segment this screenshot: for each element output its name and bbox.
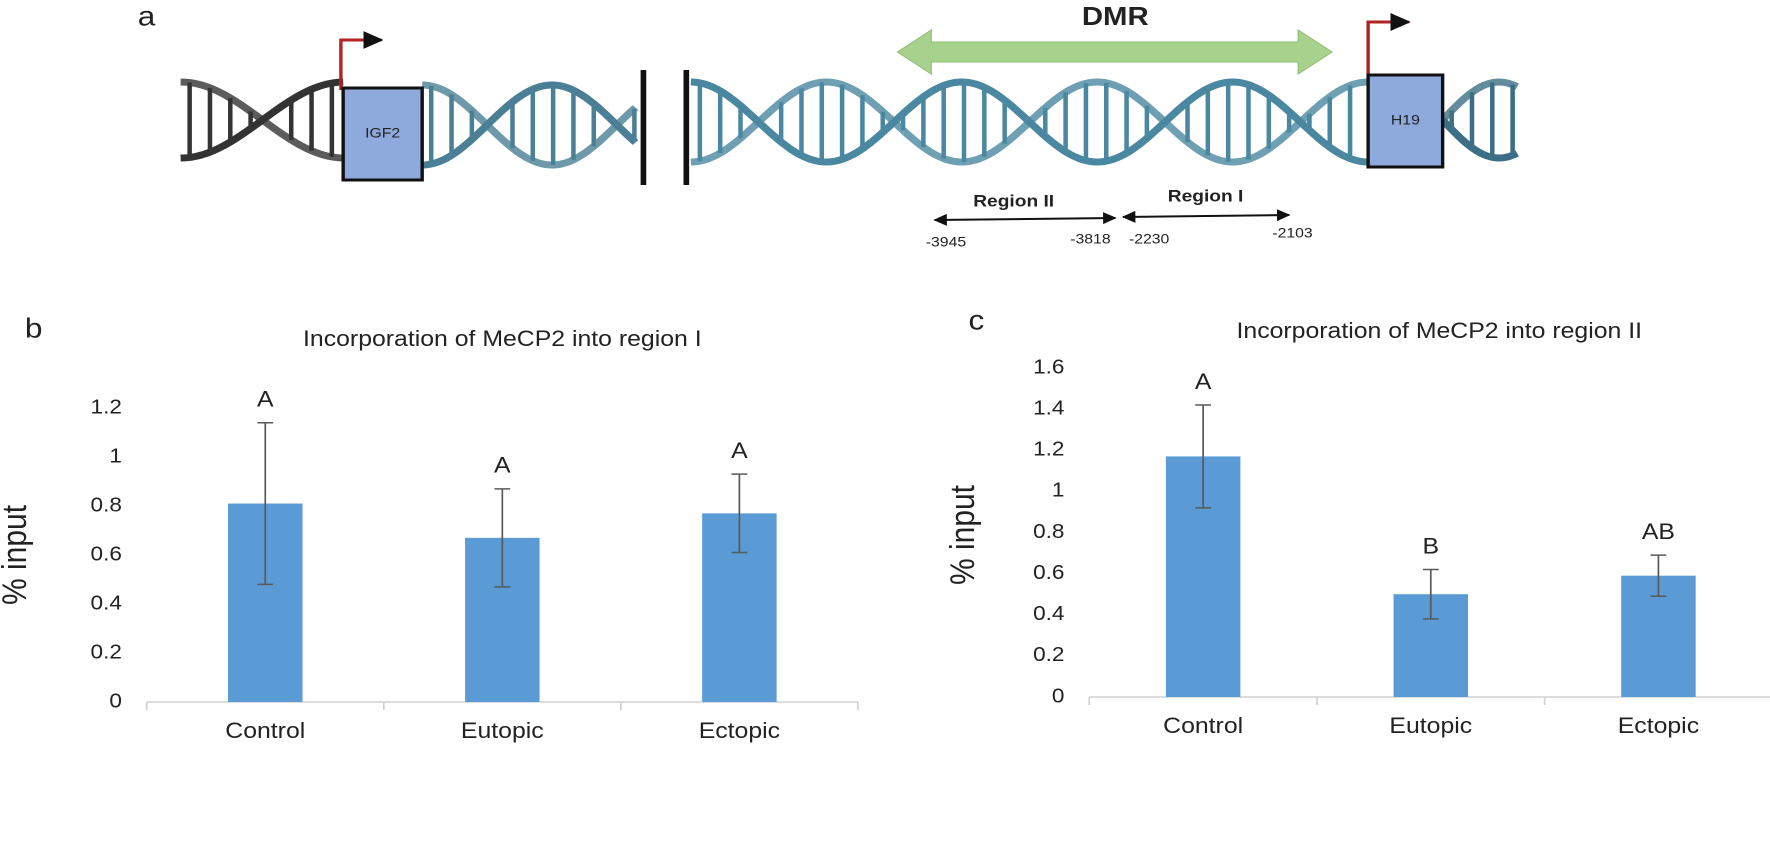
gene-label: H19 [1391, 113, 1420, 129]
gene-box [341, 86, 424, 182]
y-axis-label: % input [943, 485, 981, 585]
y-axis-label: % input [0, 505, 33, 605]
dna-diagram [180, 78, 1519, 169]
annotation: A [1195, 369, 1212, 393]
y-tick-label: 0.2 [91, 640, 122, 663]
y-tick-label: 1.2 [1033, 438, 1064, 461]
annotation: B [1423, 534, 1440, 558]
dna-strand [690, 78, 1369, 166]
panel-label: a [138, 1, 156, 32]
region-label: Region I [1168, 186, 1244, 205]
dna-strand [1439, 78, 1519, 123]
tss-arrow [1366, 13, 1411, 78]
chart-title: Incorporation of MeCP2 into region II [1237, 318, 1642, 342]
dna-strand [180, 78, 344, 162]
y-tick-label: 0 [1052, 684, 1065, 707]
dna-strand [422, 81, 639, 169]
annotation: A [494, 453, 511, 477]
dna-strand [422, 81, 639, 169]
chart-title: Incorporation of MeCP2 into region I [303, 326, 702, 350]
annotation: AB [1642, 519, 1675, 543]
y-tick-label: 0 [109, 689, 122, 712]
y-tick-label: 0.4 [91, 591, 123, 614]
x-tick-label: Control [225, 718, 305, 742]
x-tick-label: Ectopic [699, 718, 781, 742]
dmr-arrow [896, 29, 1333, 75]
tss-arrow [339, 31, 384, 90]
y-tick-label: 0.8 [91, 493, 122, 516]
region-end: -3818 [1070, 232, 1110, 248]
annotation: A [731, 438, 748, 462]
x-tick-label: Eutopic [461, 718, 544, 742]
region-start: -3945 [926, 235, 966, 251]
y-tick-label: 0.4 [1033, 602, 1065, 625]
region-start: -2230 [1129, 232, 1169, 248]
annotation: A [257, 387, 274, 411]
x-tick-label: Eutopic [1389, 713, 1472, 737]
x-tick-label: Ectopic [1618, 713, 1700, 737]
y-tick-label: 0.6 [91, 542, 122, 565]
y-tick-label: 0.6 [1033, 561, 1064, 584]
region-arrow [1121, 209, 1291, 223]
region-label: Region II [973, 191, 1054, 210]
y-tick-label: 0.8 [1033, 520, 1064, 543]
region-arrow [933, 212, 1117, 226]
y-tick-label: 1.6 [1033, 355, 1064, 378]
y-tick-label: 1.4 [1033, 397, 1065, 420]
region-end: -2103 [1272, 226, 1312, 242]
panel-label: c [969, 305, 985, 336]
y-tick-label: 1 [1052, 479, 1065, 502]
panel-label: b [25, 313, 43, 344]
y-tick-label: 1.2 [91, 395, 122, 418]
x-tick-label: Control [1163, 713, 1243, 737]
y-tick-label: 1 [109, 444, 122, 467]
gene-label: IGF2 [365, 126, 400, 142]
gene-box [1366, 73, 1445, 169]
y-tick-label: 0.2 [1033, 643, 1064, 666]
dmr-label: DMR [1082, 1, 1149, 30]
dna-strand [1439, 117, 1519, 162]
